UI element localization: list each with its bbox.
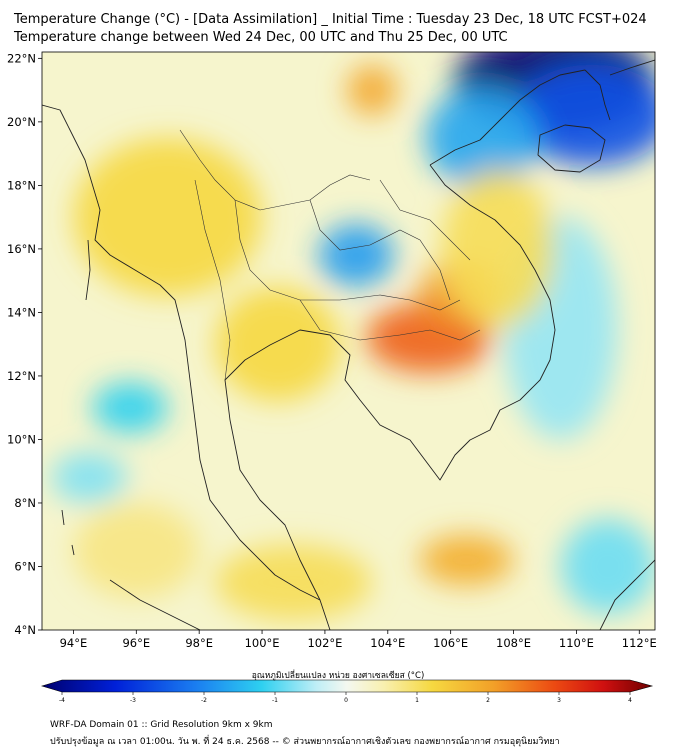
- lon-tick-label: 104°E: [370, 636, 405, 650]
- lon-tick-label: 96°E: [122, 636, 150, 650]
- footer-line-1: WRF-DA Domain 01 :: Grid Resolution 9km …: [50, 720, 273, 730]
- lat-tick-label: 8°N: [14, 496, 36, 510]
- colorbar-label: อุณหภูมิเปลี่ยนแปลง หน่วย องศาเซลเซียส (…: [251, 671, 425, 681]
- china-coast: [609, 59, 655, 76]
- lat-tick-label: 6°N: [14, 559, 36, 573]
- colorbar-tick-label: 0: [344, 697, 348, 704]
- anomaly-blob: [214, 544, 373, 621]
- country-borders: [179, 129, 481, 381]
- map-frame: [41, 51, 656, 631]
- hainan-island: [537, 124, 606, 173]
- lat-tick-label: 4°N: [14, 623, 36, 637]
- anomaly-blob: [346, 64, 398, 116]
- lon-tick-label: 100°E: [245, 636, 280, 650]
- gulf-of-thailand-coast: [224, 164, 556, 481]
- longitude-axis: 94°E 96°E 98°E 100°E 102°E 104°E 106°E 108°E 110…: [60, 630, 657, 650]
- lat-tick-label: 20°N: [7, 115, 36, 129]
- lon-tick-label: 98°E: [185, 636, 213, 650]
- nicobar-islands: [61, 509, 75, 556]
- coastlines: [42, 59, 655, 630]
- footer-line-2: ปรับปรุงข้อมูล ณ เวลา 01:00น. วัน พ. ที่…: [50, 737, 560, 747]
- border-line: [379, 179, 471, 261]
- latitude-axis: 22°N 20°N 18°N 16°N 14°N 12°N 10°N 8°N 6°N 4°N: [7, 51, 42, 637]
- lon-tick-label: 110°E: [559, 636, 594, 650]
- border-line: [179, 129, 371, 211]
- colorbar-tick-label: -1: [272, 697, 278, 704]
- title-line-2: Temperature change between Wed 24 Dec, 0…: [14, 30, 508, 45]
- border-line: [299, 299, 481, 341]
- anomaly-blob: [441, 169, 555, 329]
- border-line: [309, 199, 451, 301]
- anomaly-blob: [560, 518, 655, 615]
- lon-tick-label: 112°E: [622, 636, 657, 650]
- lat-tick-label: 16°N: [7, 242, 36, 256]
- anomaly-blob: [214, 287, 341, 402]
- lon-tick-label: 108°E: [496, 636, 531, 650]
- anomaly-blob: [73, 137, 263, 297]
- colorbar-tick-label: -3: [130, 697, 136, 704]
- temperature-field: [42, 52, 655, 630]
- lat-tick-label: 18°N: [7, 178, 36, 192]
- anomaly-blob: [419, 534, 514, 586]
- malay-peninsula: [229, 419, 331, 630]
- colorbar-tick-label: 4: [628, 697, 632, 704]
- colorbar-tick-label: 3: [557, 697, 561, 704]
- anomaly-blob: [513, 64, 655, 167]
- lat-tick-label: 10°N: [7, 432, 36, 446]
- colorbar-tick-label: -4: [59, 697, 65, 704]
- lon-tick-label: 106°E: [433, 636, 468, 650]
- colorbar-tick-label: -2: [201, 697, 207, 704]
- border-line: [194, 179, 231, 381]
- colorbar-tick-label: 2: [486, 697, 490, 704]
- colorbar: -4 -3 -2 -1 0 1 2 3 4: [40, 679, 654, 704]
- anomaly-blob: [318, 223, 395, 288]
- anomaly-blob: [73, 502, 200, 599]
- colorbar-ticks: -4 -3 -2 -1 0 1 2 3 4: [59, 692, 632, 704]
- borneo-coast: [599, 559, 655, 630]
- title-line-1: Temperature Change (°C) - [Data Assimila…: [14, 12, 647, 27]
- lat-tick-label: 12°N: [7, 369, 36, 383]
- border-line: [234, 199, 461, 311]
- leizhou: [584, 69, 611, 121]
- lat-tick-label: 22°N: [7, 51, 36, 65]
- lat-tick-label: 14°N: [7, 305, 36, 319]
- andaman-islands: [85, 239, 91, 301]
- anomaly-blob: [92, 382, 168, 434]
- anomaly-blobs: [51, 52, 655, 621]
- colorbar-tick-label: 1: [415, 697, 419, 704]
- myanmar-coast: [42, 104, 321, 601]
- sumatra-coast: [109, 579, 201, 630]
- anomaly-blob: [51, 452, 127, 503]
- lon-tick-label: 102°E: [307, 636, 342, 650]
- lon-tick-label: 94°E: [60, 636, 88, 650]
- vietnam-north-coast: [429, 69, 586, 166]
